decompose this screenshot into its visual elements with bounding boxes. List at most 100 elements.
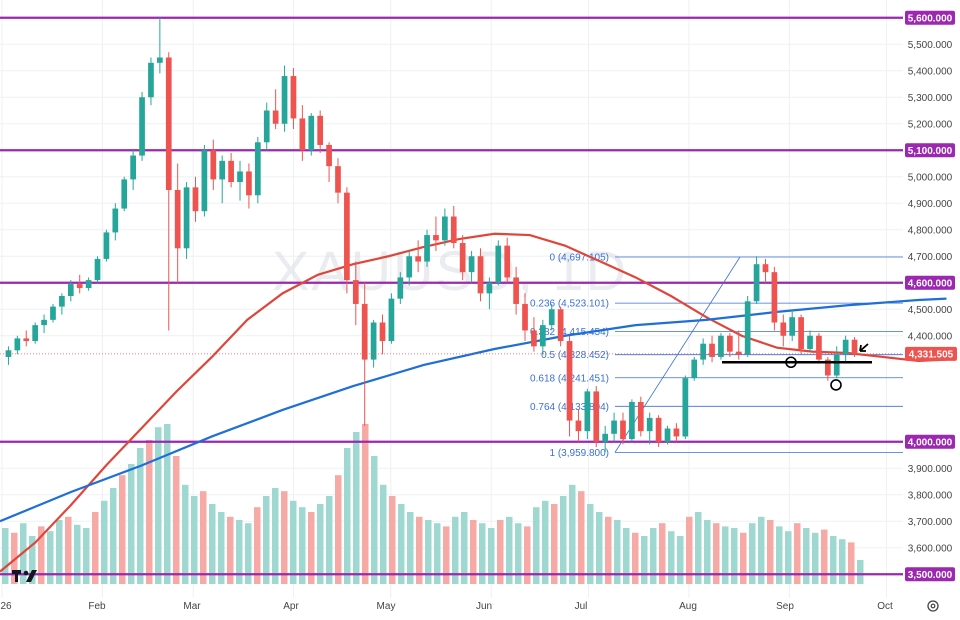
candle-body[interactable] bbox=[753, 264, 760, 302]
circle-marker[interactable] bbox=[830, 379, 842, 391]
candle-body[interactable] bbox=[308, 115, 315, 151]
candle-body[interactable] bbox=[824, 359, 831, 376]
candle-body[interactable] bbox=[219, 160, 226, 180]
candle-body[interactable] bbox=[584, 391, 591, 432]
candle-body[interactable] bbox=[148, 62, 154, 98]
candle-body[interactable] bbox=[602, 433, 609, 442]
candle-body[interactable] bbox=[664, 428, 671, 442]
candle-body[interactable] bbox=[611, 420, 617, 434]
candle-body[interactable] bbox=[673, 428, 680, 437]
candle-body[interactable] bbox=[789, 317, 796, 336]
candle-body[interactable] bbox=[103, 232, 110, 259]
candle-body[interactable] bbox=[290, 76, 297, 119]
candle-body[interactable] bbox=[157, 57, 163, 63]
candle-body[interactable] bbox=[691, 359, 698, 379]
candle-body[interactable] bbox=[744, 301, 751, 355]
last-price-badge[interactable] bbox=[905, 346, 957, 361]
candle-body[interactable] bbox=[450, 216, 457, 244]
candle-body[interactable] bbox=[94, 258, 101, 281]
candle-body[interactable] bbox=[424, 235, 430, 262]
candle-body[interactable] bbox=[495, 245, 502, 283]
candle-body[interactable] bbox=[254, 142, 261, 196]
candle-body[interactable] bbox=[210, 150, 217, 180]
candle-body[interactable] bbox=[762, 264, 769, 273]
candle-body[interactable] bbox=[629, 402, 635, 440]
candle-body[interactable] bbox=[32, 325, 39, 342]
candle-body[interactable] bbox=[183, 187, 190, 249]
candle-body[interactable] bbox=[388, 298, 395, 342]
candle-body[interactable] bbox=[637, 402, 644, 432]
candle-body[interactable] bbox=[700, 343, 706, 360]
candle-body[interactable] bbox=[112, 208, 119, 233]
candle-body[interactable] bbox=[201, 150, 208, 212]
candle-body[interactable] bbox=[531, 330, 537, 347]
candle-body[interactable] bbox=[121, 179, 128, 209]
candle-body[interactable] bbox=[709, 343, 715, 357]
candle-body[interactable] bbox=[575, 420, 582, 432]
candle-body[interactable] bbox=[263, 110, 270, 143]
candle-body[interactable] bbox=[344, 192, 350, 281]
candle-body[interactable] bbox=[139, 97, 145, 156]
candle-body[interactable] bbox=[379, 322, 386, 342]
fib-trend-line[interactable] bbox=[614, 256, 741, 453]
candle-body[interactable] bbox=[415, 256, 421, 262]
candle-body[interactable] bbox=[833, 354, 840, 376]
candle-body[interactable] bbox=[76, 284, 83, 289]
candle-body[interactable] bbox=[566, 341, 573, 421]
candle-body[interactable] bbox=[620, 420, 626, 440]
candle-body[interactable] bbox=[299, 118, 306, 151]
candle-body[interactable] bbox=[335, 166, 341, 193]
candle-body[interactable] bbox=[67, 284, 74, 296]
candle-body[interactable] bbox=[504, 245, 511, 278]
candle-body[interactable] bbox=[727, 335, 733, 352]
candle-body[interactable] bbox=[842, 339, 849, 355]
candle-body[interactable] bbox=[317, 115, 324, 145]
candle-body[interactable] bbox=[352, 280, 359, 304]
candle-body[interactable] bbox=[50, 306, 56, 320]
candle-body[interactable] bbox=[468, 256, 475, 273]
candle-body[interactable] bbox=[23, 338, 30, 342]
arrow-annotation-icon[interactable] bbox=[859, 343, 869, 352]
candle-body[interactable] bbox=[174, 190, 181, 249]
candle-body[interactable] bbox=[41, 319, 47, 326]
candle-body[interactable] bbox=[361, 303, 368, 360]
candle-body[interactable] bbox=[237, 171, 243, 183]
candle-body[interactable] bbox=[646, 417, 653, 432]
candle-body[interactable] bbox=[14, 338, 21, 351]
candle-body[interactable] bbox=[477, 256, 484, 294]
candle-body[interactable] bbox=[851, 339, 858, 355]
candle-body[interactable] bbox=[165, 57, 172, 191]
candle-body[interactable] bbox=[433, 235, 439, 241]
candle-body[interactable] bbox=[85, 280, 92, 289]
candle-body[interactable] bbox=[682, 378, 689, 437]
moving-average-red[interactable] bbox=[0, 232, 947, 573]
candle-body[interactable] bbox=[397, 277, 404, 299]
candle-body[interactable] bbox=[442, 216, 448, 241]
candle-body[interactable] bbox=[807, 335, 813, 349]
candle-body[interactable] bbox=[593, 391, 600, 442]
candle-body[interactable] bbox=[557, 309, 564, 342]
candle-body[interactable] bbox=[192, 187, 199, 212]
candle-body[interactable] bbox=[816, 335, 822, 360]
candle-body[interactable] bbox=[326, 144, 332, 167]
candle-body[interactable] bbox=[459, 243, 466, 273]
candle-body[interactable] bbox=[718, 335, 724, 357]
candle-body[interactable] bbox=[771, 272, 778, 323]
circle-marker[interactable] bbox=[785, 356, 797, 369]
candle-body[interactable] bbox=[281, 76, 288, 124]
candle-body[interactable] bbox=[406, 256, 413, 278]
tradingview-logo-icon[interactable] bbox=[12, 570, 37, 582]
candle-body[interactable] bbox=[780, 322, 787, 336]
candle-body[interactable] bbox=[59, 296, 65, 307]
candle-body[interactable] bbox=[370, 322, 377, 360]
candle-body[interactable] bbox=[272, 110, 279, 124]
settings-gear-icon[interactable] bbox=[927, 600, 939, 612]
candle-body[interactable] bbox=[548, 309, 555, 326]
candle-body[interactable] bbox=[130, 155, 136, 180]
candle-body[interactable] bbox=[228, 160, 234, 183]
candle-body[interactable] bbox=[735, 351, 742, 355]
candle-body[interactable] bbox=[798, 317, 804, 349]
candle-body[interactable] bbox=[522, 303, 528, 331]
